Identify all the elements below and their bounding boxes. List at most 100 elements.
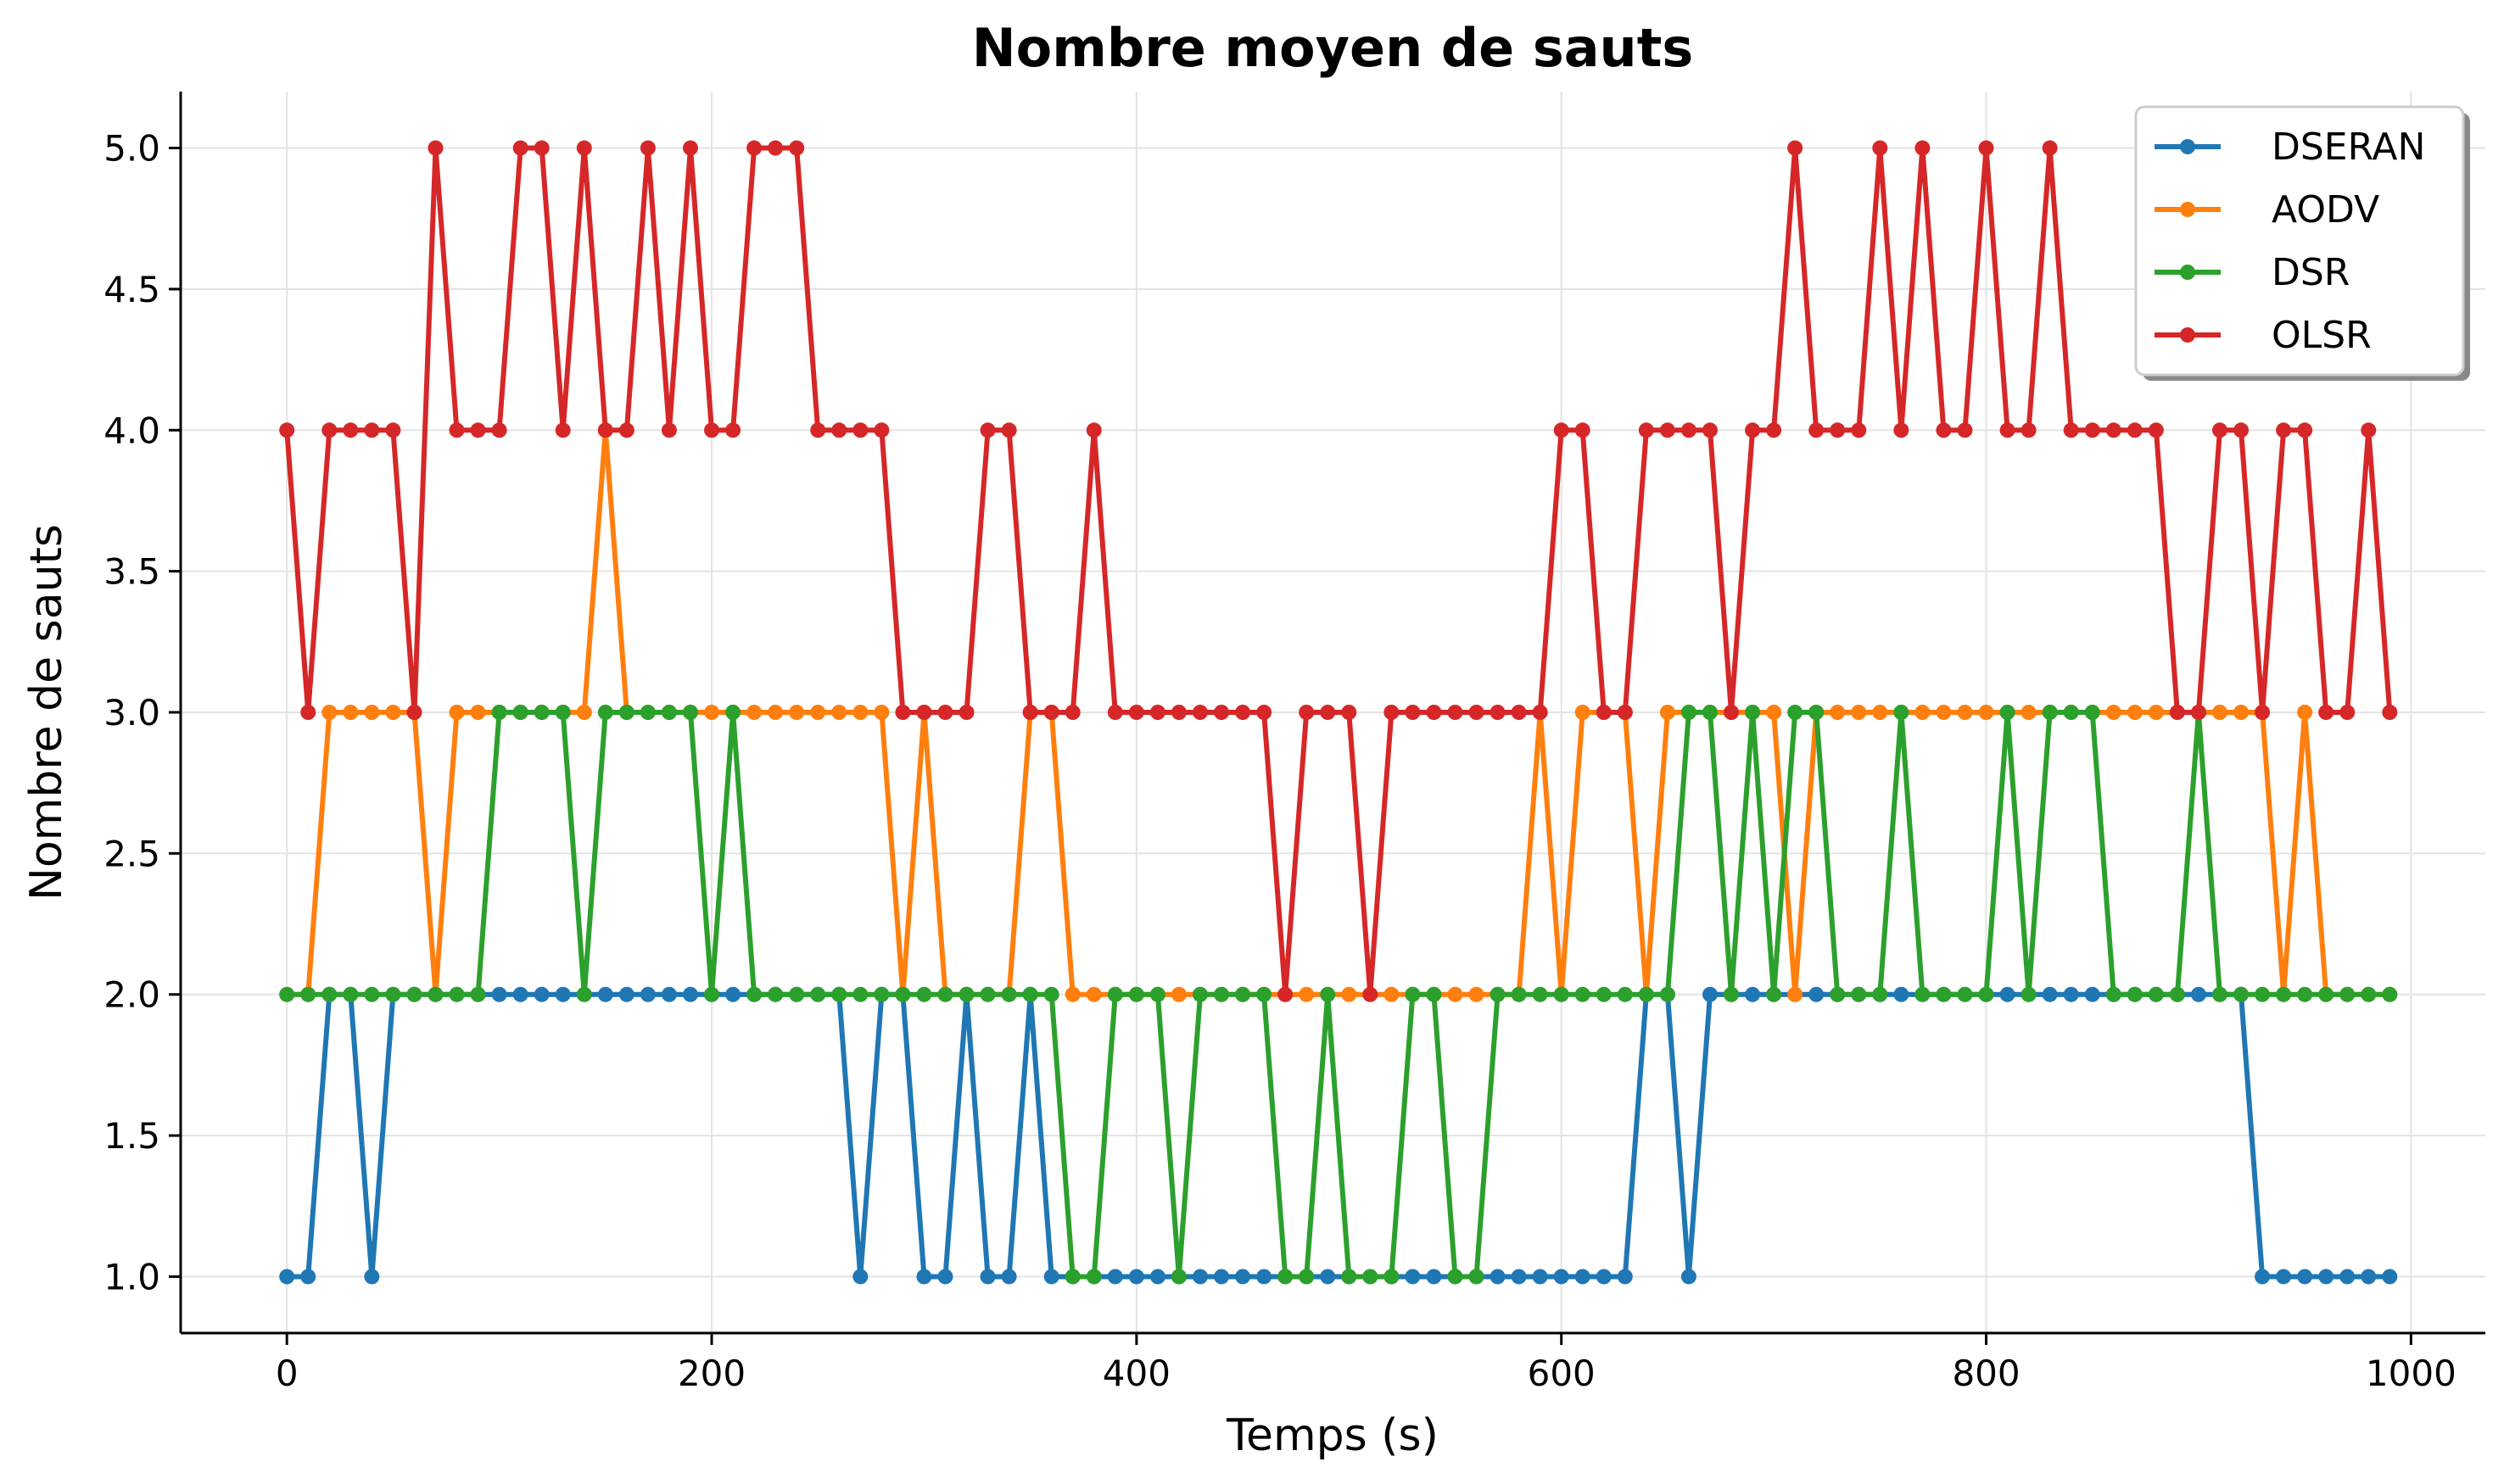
data-point-dsr: [321, 986, 338, 1002]
data-point-dseran: [1107, 1269, 1123, 1285]
data-point-aodv: [1086, 986, 1102, 1002]
data-point-olsr: [661, 422, 677, 438]
data-point-aodv: [1936, 705, 1952, 720]
data-point-olsr: [1893, 422, 1909, 438]
data-point-aodv: [1065, 986, 1081, 1002]
data-point-olsr: [2211, 422, 2227, 438]
y-tick-label: 5.0: [103, 128, 160, 170]
data-point-dsr: [1405, 986, 1421, 1002]
y-tick-label: 4.0: [103, 410, 160, 451]
data-point-aodv: [1766, 705, 1782, 720]
data-point-dsr: [470, 986, 486, 1002]
data-point-dsr: [364, 986, 380, 1002]
data-point-dsr: [2148, 986, 2164, 1002]
data-point-olsr: [746, 140, 763, 156]
data-point-olsr: [428, 140, 444, 156]
series-olsr: [279, 140, 2398, 1002]
data-point-olsr: [1745, 422, 1761, 438]
data-point-olsr: [1724, 705, 1740, 720]
data-point-olsr: [1256, 705, 1272, 720]
data-point-dseran: [2190, 986, 2206, 1002]
chart-title: Nombre moyen de sauts: [972, 17, 1694, 79]
data-point-aodv: [321, 705, 338, 720]
data-point-dseran: [2042, 986, 2058, 1002]
legend-label-dseran: DSERAN: [2272, 126, 2425, 169]
data-point-aodv: [1914, 705, 1931, 720]
data-point-dsr: [1830, 986, 1846, 1002]
legend-item-dseran: DSERAN: [2155, 126, 2425, 169]
data-point-dseran: [916, 1269, 932, 1285]
data-point-olsr: [1043, 705, 1059, 720]
data-point-dsr: [1999, 705, 2015, 720]
data-point-dsr: [1490, 986, 1506, 1002]
data-point-dsr: [874, 986, 890, 1002]
data-point-dsr: [1468, 1269, 1484, 1285]
series-line-dsr: [287, 710, 2390, 1280]
data-point-dsr: [1914, 986, 1931, 1002]
data-point-dsr: [1638, 986, 1654, 1002]
data-point-olsr: [1107, 705, 1123, 720]
data-point-dsr: [1192, 986, 1208, 1002]
data-point-dsr: [1978, 986, 1994, 1002]
data-point-dsr: [1043, 986, 1059, 1002]
data-point-olsr: [1532, 705, 1548, 720]
data-point-dseran: [1532, 1269, 1548, 1285]
data-point-olsr: [1830, 422, 1846, 438]
data-point-dsr: [1532, 986, 1548, 1002]
data-point-dsr: [1235, 986, 1251, 1002]
data-point-olsr: [1936, 422, 1952, 438]
data-point-dseran: [1893, 986, 1909, 1002]
data-point-dseran: [1001, 1269, 1017, 1285]
y-tick-label: 1.0: [103, 1256, 160, 1297]
x-tick-label: 400: [1103, 1353, 1171, 1394]
data-point-olsr: [1553, 422, 1569, 438]
data-point-dseran: [2255, 1269, 2271, 1285]
data-point-olsr: [1490, 705, 1506, 720]
legend-marker-dseran: [2180, 139, 2195, 154]
data-point-olsr: [618, 422, 634, 438]
data-point-olsr: [1638, 422, 1654, 438]
data-point-olsr: [1149, 705, 1165, 720]
data-point-dseran: [1553, 1269, 1569, 1285]
data-point-olsr: [1808, 422, 1825, 438]
legend-marker-aodv: [2180, 202, 2195, 217]
data-point-olsr: [1468, 705, 1484, 720]
legend-label-olsr: OLSR: [2272, 314, 2372, 357]
series-lines: [279, 140, 2398, 1285]
data-point-aodv: [1468, 986, 1484, 1002]
data-point-dsr: [1426, 986, 1442, 1002]
data-point-olsr: [2318, 705, 2334, 720]
x-tick-label: 0: [276, 1353, 299, 1394]
data-point-dseran: [1702, 986, 1718, 1002]
data-point-dsr: [1341, 1269, 1357, 1285]
data-point-dseran: [1256, 1269, 1272, 1285]
data-point-dseran: [512, 986, 528, 1002]
data-point-olsr: [980, 422, 996, 438]
data-point-aodv: [1830, 705, 1846, 720]
data-point-aodv: [2148, 705, 2164, 720]
data-point-olsr: [1214, 705, 1230, 720]
data-point-dsr: [618, 705, 634, 720]
data-point-dsr: [2127, 986, 2143, 1002]
data-point-aodv: [768, 705, 784, 720]
data-point-olsr: [2276, 422, 2292, 438]
data-point-dsr: [1702, 705, 1718, 720]
data-point-dsr: [746, 986, 763, 1002]
data-point-olsr: [1383, 705, 1400, 720]
data-point-olsr: [2127, 422, 2143, 438]
data-point-olsr: [916, 705, 932, 720]
data-point-olsr: [2233, 422, 2250, 438]
data-point-dseran: [1617, 1269, 1633, 1285]
data-point-aodv: [343, 705, 359, 720]
legend-item-olsr: OLSR: [2155, 314, 2372, 357]
data-point-aodv: [2021, 705, 2037, 720]
data-point-dsr: [2233, 986, 2250, 1002]
data-point-dsr: [980, 986, 996, 1002]
data-point-olsr: [1596, 705, 1612, 720]
data-point-dseran: [1192, 1269, 1208, 1285]
data-point-olsr: [470, 422, 486, 438]
data-point-dsr: [2084, 705, 2100, 720]
data-point-dsr: [534, 705, 550, 720]
data-point-olsr: [1787, 140, 1803, 156]
